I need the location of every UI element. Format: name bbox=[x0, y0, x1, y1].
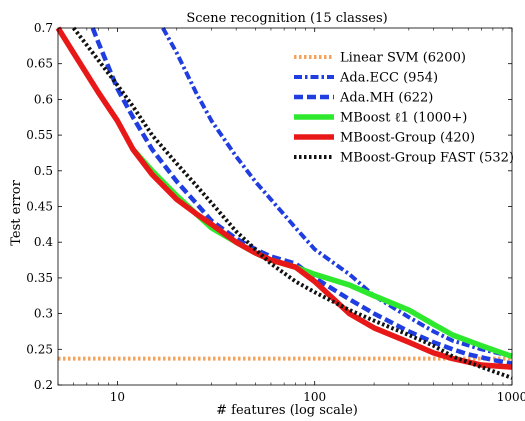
series-line-2 bbox=[90, 27, 513, 366]
y-tick-label: 0.25 bbox=[26, 342, 53, 356]
x-axis-label: # features (log scale) bbox=[216, 403, 358, 418]
series-line-4 bbox=[55, 26, 513, 370]
series-line-5 bbox=[72, 26, 513, 380]
y-tick-label: 0.65 bbox=[26, 57, 53, 71]
y-tick-label: 0.7 bbox=[34, 21, 53, 35]
legend-label-5: MBoost-Group FAST (532) bbox=[340, 151, 514, 166]
x-tick-label: 10 bbox=[110, 390, 125, 404]
x-tick-label: 1000 bbox=[497, 390, 525, 404]
x-tick-label: 100 bbox=[303, 390, 326, 404]
y-tick-label: 0.55 bbox=[26, 128, 53, 142]
series-line-1 bbox=[161, 27, 513, 359]
y-tick-label: 0.6 bbox=[34, 92, 53, 106]
legend-label-0: Linear SVM (6200) bbox=[340, 51, 466, 66]
legend-label-4: MBoost-Group (420) bbox=[340, 131, 475, 146]
legend-label-3: MBoost ℓ1 (1000+) bbox=[340, 111, 467, 126]
chart-title: Scene recognition (15 classes) bbox=[186, 11, 387, 26]
y-tick-label: 0.45 bbox=[26, 200, 53, 214]
axes: 0.2 0.25 0.3 0.35 0.4 0.45 0.5 0.55 0.6 0.65 0.7 10… bbox=[26, 21, 525, 404]
legend: Linear SVM (6200) Ada.ECC (954) Ada.MH (62… bbox=[294, 51, 514, 166]
y-tick-label: 0.4 bbox=[34, 235, 53, 249]
y-tick-label: 0.5 bbox=[34, 164, 53, 178]
y-tick-label: 0.35 bbox=[26, 271, 53, 285]
y-tick-label: 0.2 bbox=[34, 378, 53, 392]
legend-label-1: Ada.ECC (954) bbox=[339, 71, 438, 86]
legend-label-2: Ada.MH (622) bbox=[339, 91, 433, 106]
y-axis-label: Test error bbox=[9, 179, 24, 245]
y-tick-label: 0.3 bbox=[34, 307, 53, 321]
plot-area bbox=[55, 26, 513, 380]
